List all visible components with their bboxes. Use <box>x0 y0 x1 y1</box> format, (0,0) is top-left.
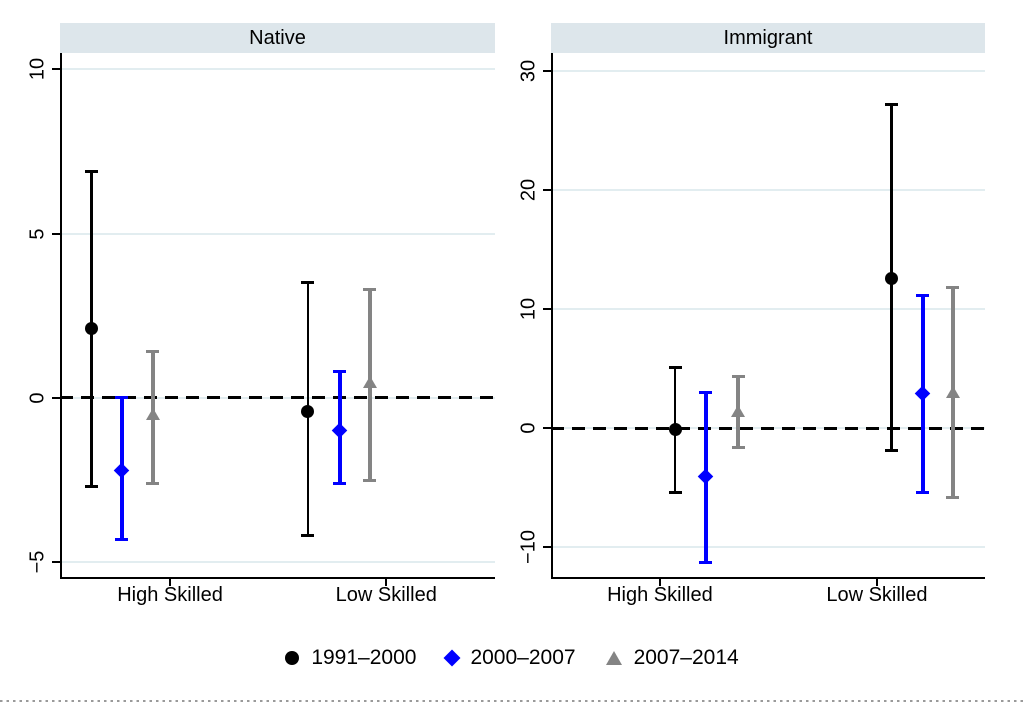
gridline-native-10 <box>62 68 495 71</box>
point-marker-triangle-native-high-skilled-2007-2014 <box>145 408 160 421</box>
y-axis-native <box>60 53 62 579</box>
point-marker-diamond-native-high-skilled-2000-2007 <box>113 462 130 478</box>
legend-circle-icon <box>285 651 300 665</box>
x-axis-immigrant <box>551 577 985 579</box>
y-tick-label-immigrant-20: 20 <box>517 178 540 202</box>
y-tick-label-immigrant-0: 0 <box>517 422 540 434</box>
zero-reference-line-native <box>60 396 495 400</box>
ci-cap-top-native-high-skilled-1991-2000 <box>84 169 98 173</box>
y-tick-label-immigrant-10: 10 <box>517 297 540 321</box>
y-tick-immigrant--10 <box>543 546 551 549</box>
ci-cap-bottom-native-high-skilled-2000-2007 <box>115 537 129 541</box>
y-axis-immigrant <box>551 53 553 579</box>
point-marker-triangle-native-low-skilled-2007-2014 <box>362 375 377 388</box>
x-tick-immigrant-high-skilled <box>658 579 661 586</box>
panel-header-native: Native <box>60 23 495 53</box>
x-category-label-native-low-skilled: Low Skilled <box>335 584 437 606</box>
panel-header-immigrant: Immigrant <box>551 23 985 53</box>
y-tick-native-5 <box>52 232 60 235</box>
ci-cap-bottom-immigrant-low-skilled-2000-2007 <box>916 490 930 494</box>
y-tick-label-immigrant--10: −10 <box>517 530 540 565</box>
y-tick-label-native--5: −5 <box>26 550 49 574</box>
y-tick-native-10 <box>52 68 60 71</box>
legend-label-2007-2014: 2007–2014 <box>633 646 739 669</box>
y-tick-immigrant-30 <box>543 69 551 72</box>
x-category-label-native-high-skilled: High Skilled <box>117 584 223 606</box>
legend-item-1991-2000: 1991–2000 <box>285 646 416 670</box>
y-tick-label-native-5: 5 <box>26 228 49 240</box>
ci-cap-top-native-low-skilled-1991-2000 <box>301 281 315 285</box>
ci-cap-bottom-native-high-skilled-2007-2014 <box>146 481 160 485</box>
ci-cap-top-native-high-skilled-2000-2007 <box>115 396 129 400</box>
y-tick-label-immigrant-30: 30 <box>517 59 540 82</box>
legend-label-2000-2007: 2000–2007 <box>470 646 576 669</box>
y-tick-immigrant-0 <box>543 427 551 430</box>
zero-reference-line-immigrant <box>551 426 985 430</box>
ci-cap-top-native-low-skilled-2000-2007 <box>333 370 347 374</box>
gridline-native--5 <box>62 561 495 564</box>
ci-cap-top-immigrant-high-skilled-2000-2007 <box>699 390 713 394</box>
ci-cap-bottom-native-low-skilled-1991-2000 <box>301 534 315 538</box>
ci-cap-top-immigrant-low-skilled-2000-2007 <box>916 294 930 298</box>
y-tick-native-0 <box>52 396 60 399</box>
panel-title-immigrant: Immigrant <box>723 27 813 49</box>
y-tick-label-native-10: 10 <box>26 58 49 81</box>
x-tick-immigrant-low-skilled <box>875 579 878 586</box>
panel-title-native: Native <box>249 27 306 49</box>
ci-cap-top-immigrant-high-skilled-2007-2014 <box>731 375 745 379</box>
point-marker-circle-native-high-skilled-1991-2000 <box>84 322 98 336</box>
ci-cap-top-immigrant-low-skilled-2007-2014 <box>946 286 960 290</box>
legend: 1991–2000 2000–2007 2007–2014 <box>0 646 1024 670</box>
legend-triangle-icon <box>605 651 622 665</box>
x-tick-native-low-skilled <box>385 579 388 586</box>
ci-cap-top-native-high-skilled-2007-2014 <box>146 350 160 354</box>
point-marker-circle-native-low-skilled-1991-2000 <box>301 404 315 418</box>
bottom-dotted-rule <box>0 700 1024 702</box>
ci-cap-bottom-immigrant-high-skilled-1991-2000 <box>668 490 682 494</box>
ci-cap-bottom-native-high-skilled-1991-2000 <box>84 485 98 489</box>
x-category-label-immigrant-low-skilled: Low Skilled <box>826 584 928 606</box>
ci-cap-bottom-immigrant-low-skilled-1991-2000 <box>885 449 899 453</box>
ci-cap-top-native-low-skilled-2007-2014 <box>363 288 377 292</box>
ci-cap-bottom-native-low-skilled-2000-2007 <box>333 481 347 485</box>
ci-cap-top-immigrant-low-skilled-1991-2000 <box>885 102 899 106</box>
gridline-native-5 <box>62 232 495 235</box>
ci-cap-bottom-immigrant-high-skilled-2000-2007 <box>699 561 713 565</box>
gridline-immigrant--10 <box>553 546 985 549</box>
x-category-label-immigrant-high-skilled: High Skilled <box>607 584 713 606</box>
legend-item-2007-2014: 2007–2014 <box>605 646 739 670</box>
gridline-immigrant-10 <box>553 308 985 311</box>
point-marker-triangle-immigrant-high-skilled-2007-2014 <box>731 405 746 418</box>
x-tick-native-high-skilled <box>169 579 172 586</box>
point-marker-circle-immigrant-low-skilled-1991-2000 <box>885 271 899 285</box>
y-tick-immigrant-10 <box>543 308 551 311</box>
y-tick-label-native-0: 0 <box>26 392 49 404</box>
legend-diamond-icon <box>443 649 461 667</box>
y-tick-native--5 <box>52 561 60 564</box>
point-marker-circle-immigrant-high-skilled-1991-2000 <box>668 422 682 436</box>
gridline-immigrant-20 <box>553 188 985 191</box>
y-tick-immigrant-20 <box>543 188 551 191</box>
point-marker-triangle-immigrant-low-skilled-2007-2014 <box>945 386 960 399</box>
gridline-immigrant-30 <box>553 69 985 72</box>
point-marker-diamond-immigrant-low-skilled-2000-2007 <box>915 385 931 402</box>
ci-cap-top-immigrant-high-skilled-1991-2000 <box>668 365 682 369</box>
point-marker-diamond-native-low-skilled-2000-2007 <box>331 423 348 439</box>
ci-cap-bottom-immigrant-low-skilled-2007-2014 <box>946 495 960 499</box>
ci-cap-bottom-native-low-skilled-2007-2014 <box>363 478 377 482</box>
legend-label-1991-2000: 1991–2000 <box>311 646 417 669</box>
ci-cap-bottom-immigrant-high-skilled-2007-2014 <box>731 445 745 449</box>
point-marker-diamond-immigrant-high-skilled-2000-2007 <box>698 469 714 485</box>
x-axis-native <box>60 577 495 579</box>
legend-item-2000-2007: 2000–2007 <box>443 646 576 670</box>
